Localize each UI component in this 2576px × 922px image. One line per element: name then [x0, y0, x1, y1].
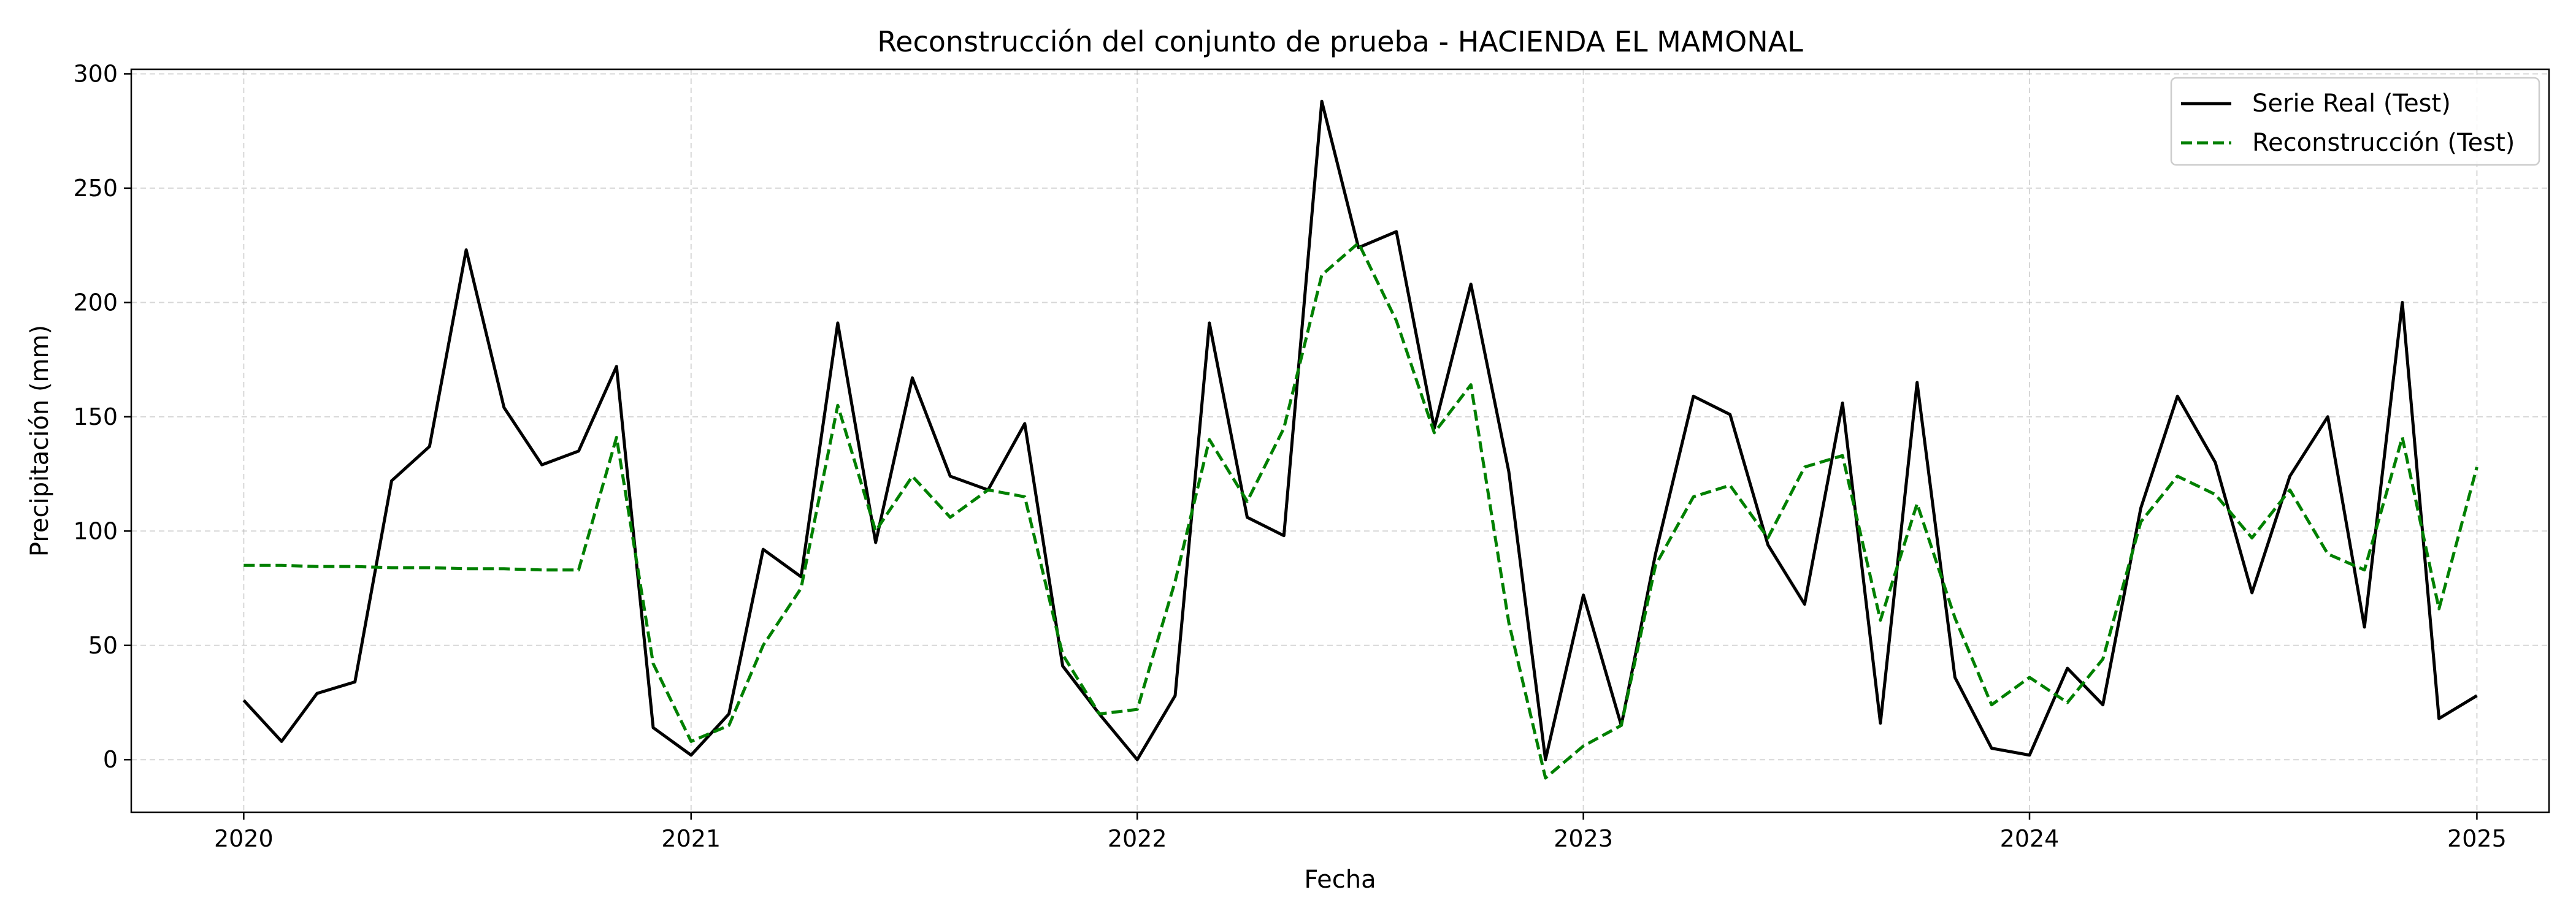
y-tick-label: 0 — [103, 746, 118, 773]
x-tick-label: 2024 — [2000, 825, 2060, 852]
series-line-reconstruction — [243, 241, 2478, 780]
chart-title: Reconstrucción del conjunto de prueba - … — [877, 25, 1803, 58]
legend-label-real: Serie Real (Test) — [2252, 90, 2451, 118]
series-layer — [242, 99, 2478, 780]
axis-ticks: 2020 2021 2022 2023 2024 2025 0 50 100 150 200 250 3… — [73, 60, 2506, 852]
grid-lines — [131, 69, 2549, 812]
y-tick-label: 150 — [73, 403, 118, 430]
plot-frame — [130, 68, 2550, 813]
y-tick-label: 300 — [73, 60, 118, 87]
x-tick-label: 2021 — [661, 825, 721, 852]
y-tick-label: 200 — [73, 289, 118, 316]
x-axis-label: Fecha — [1304, 866, 1376, 894]
x-tick-label: 2020 — [214, 825, 274, 852]
x-tick-label: 2025 — [2447, 825, 2507, 852]
legend-label-reconstruction: Reconstrucción (Test) — [2252, 129, 2515, 157]
y-tick-label: 250 — [73, 175, 118, 202]
legend: Serie Real (Test) Reconstrucción (Test) — [2170, 77, 2540, 166]
x-tick-label: 2022 — [1108, 825, 1167, 852]
y-tick-label: 100 — [73, 517, 118, 544]
x-tick-label: 2023 — [1554, 825, 1613, 852]
y-tick-label: 50 — [88, 632, 118, 659]
legend-box — [2170, 77, 2540, 166]
series-line-real — [242, 99, 2478, 761]
y-axis-label: Precipitación (mm) — [26, 325, 54, 557]
plot-area — [131, 69, 2549, 812]
